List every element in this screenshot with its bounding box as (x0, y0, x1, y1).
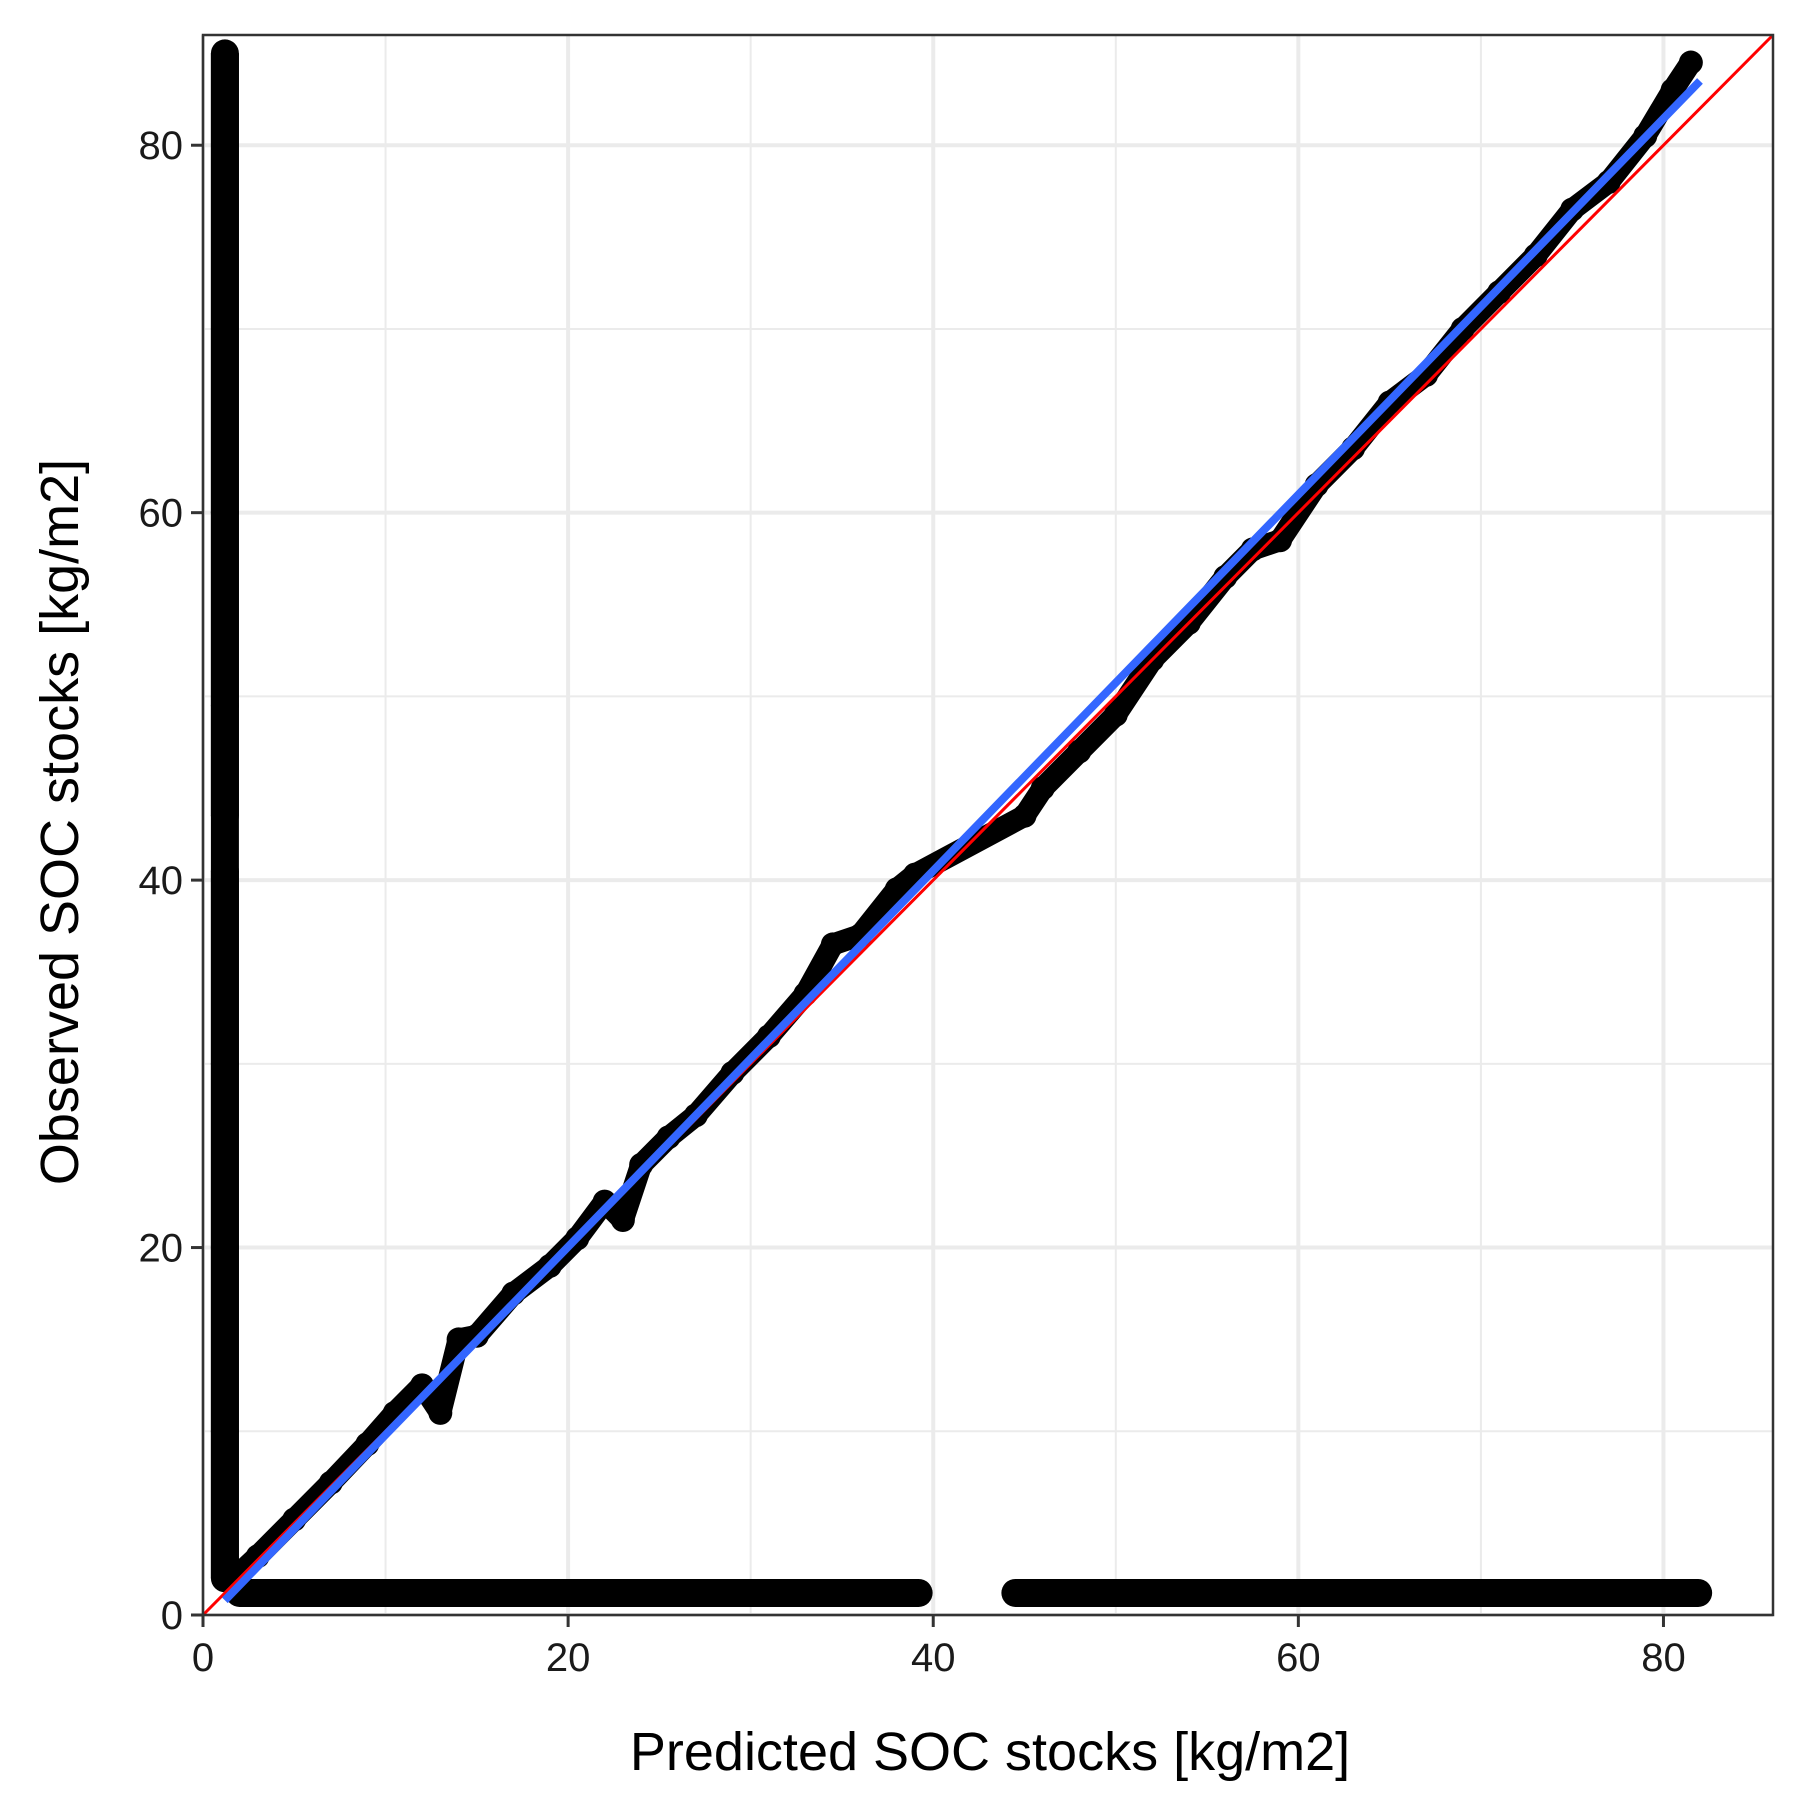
plot-panel (201, 33, 1775, 1617)
reference-lines (201, 33, 1775, 1617)
data-point (428, 1400, 453, 1425)
data-point (1268, 528, 1293, 553)
data-point (656, 1125, 681, 1150)
y-tick-label: 60 (139, 492, 184, 536)
panel-border (201, 33, 1775, 1617)
data-point (1030, 776, 1055, 801)
data-point (1678, 50, 1703, 75)
data-point (446, 1327, 471, 1352)
y-tick-label: 20 (139, 1227, 184, 1271)
point-cloud-segment (429, 1328, 470, 1424)
y-tick-label: 0 (161, 1594, 183, 1638)
x-tick-label: 60 (1276, 1636, 1321, 1680)
data-point (610, 1208, 635, 1232)
y-tick-label: 80 (139, 124, 184, 168)
y-tick-label: 40 (139, 859, 184, 903)
data-point (1103, 702, 1128, 727)
axes: 0 20 40 60 80 0 20 40 60 80 (139, 124, 1686, 1680)
x-tick-label: 80 (1641, 1636, 1686, 1680)
x-tick-label: 20 (546, 1636, 591, 1680)
x-axis-ticks: 0 20 40 60 80 (192, 1615, 1686, 1680)
x-tick-label: 40 (911, 1636, 956, 1680)
data-point (884, 877, 909, 902)
x-axis-title: Predicted SOC stocks [kg/m2] (630, 1722, 1350, 1782)
data-point (1067, 739, 1092, 764)
y-axis-title: Observed SOC stocks [kg/m2] (30, 459, 90, 1185)
regression-fit-line (222, 78, 1703, 1604)
data-point (1012, 803, 1037, 828)
x-tick-label: 0 (192, 1636, 214, 1680)
data-point (1660, 78, 1685, 103)
y-axis-ticks: 0 20 40 60 80 (139, 124, 203, 1638)
data-point (820, 932, 845, 957)
